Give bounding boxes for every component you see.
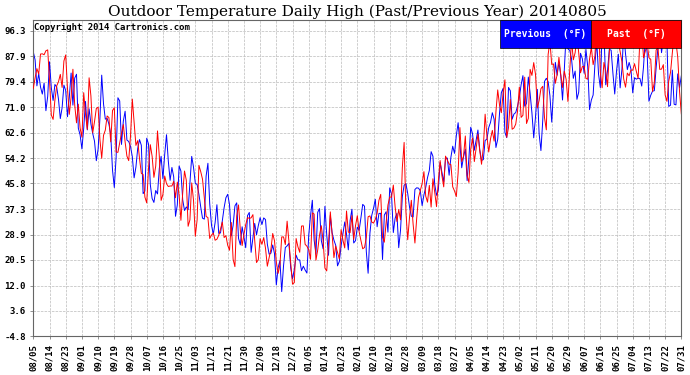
FancyBboxPatch shape bbox=[591, 20, 681, 48]
Title: Outdoor Temperature Daily High (Past/Previous Year) 20140805: Outdoor Temperature Daily High (Past/Pre… bbox=[108, 4, 607, 18]
Text: Previous  (°F): Previous (°F) bbox=[504, 29, 586, 39]
Text: Past  (°F): Past (°F) bbox=[607, 29, 665, 39]
FancyBboxPatch shape bbox=[500, 20, 591, 48]
Text: Copyright 2014 Cartronics.com: Copyright 2014 Cartronics.com bbox=[34, 23, 190, 32]
